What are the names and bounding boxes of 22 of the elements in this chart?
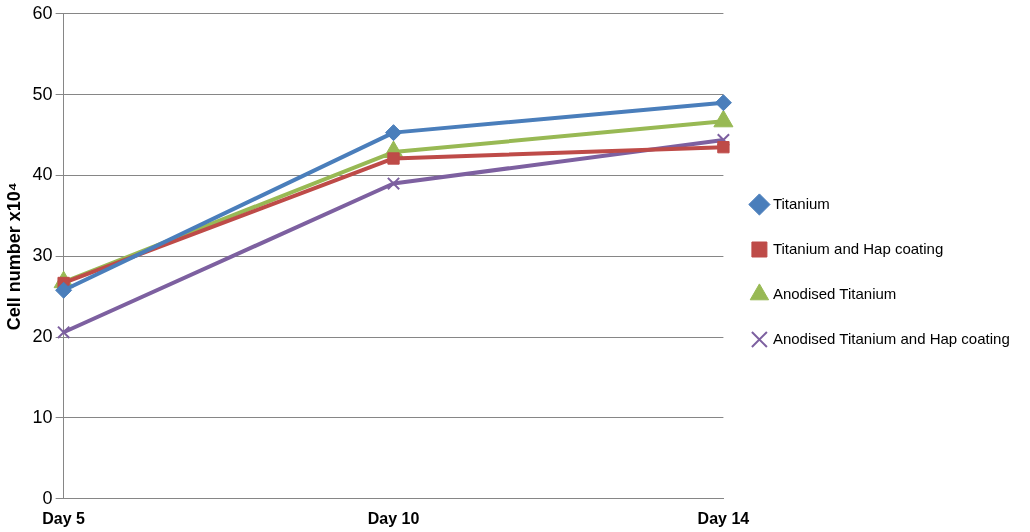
y-tick-label: 60 bbox=[32, 2, 53, 23]
y-tick-label: 0 bbox=[42, 487, 53, 508]
point bbox=[55, 281, 73, 299]
legend-label: Titanium bbox=[772, 194, 830, 212]
legend-label: Anodised Titanium bbox=[772, 284, 897, 302]
point bbox=[56, 325, 71, 339]
y-tick-label: 50 bbox=[32, 83, 53, 104]
point bbox=[385, 124, 403, 142]
point bbox=[387, 152, 400, 165]
point bbox=[386, 176, 401, 191]
x-tick-label: Day 5 bbox=[42, 509, 86, 527]
legend-label: Titanium and Hap coating bbox=[772, 239, 944, 257]
legend-label: Anodised Titanium and Hap coating bbox=[772, 329, 1010, 347]
x-tick-label: Day 14 bbox=[697, 509, 750, 527]
point bbox=[717, 141, 730, 154]
point bbox=[714, 94, 732, 112]
y-tick-label: 30 bbox=[32, 245, 53, 266]
x-tick-label: Day 10 bbox=[367, 509, 420, 527]
y-axis-title: Cell number x10⁴ bbox=[3, 182, 24, 331]
y-tick-label: 10 bbox=[32, 406, 53, 427]
y-tick-label: 40 bbox=[32, 164, 53, 185]
y-tick-label: 20 bbox=[32, 326, 53, 347]
